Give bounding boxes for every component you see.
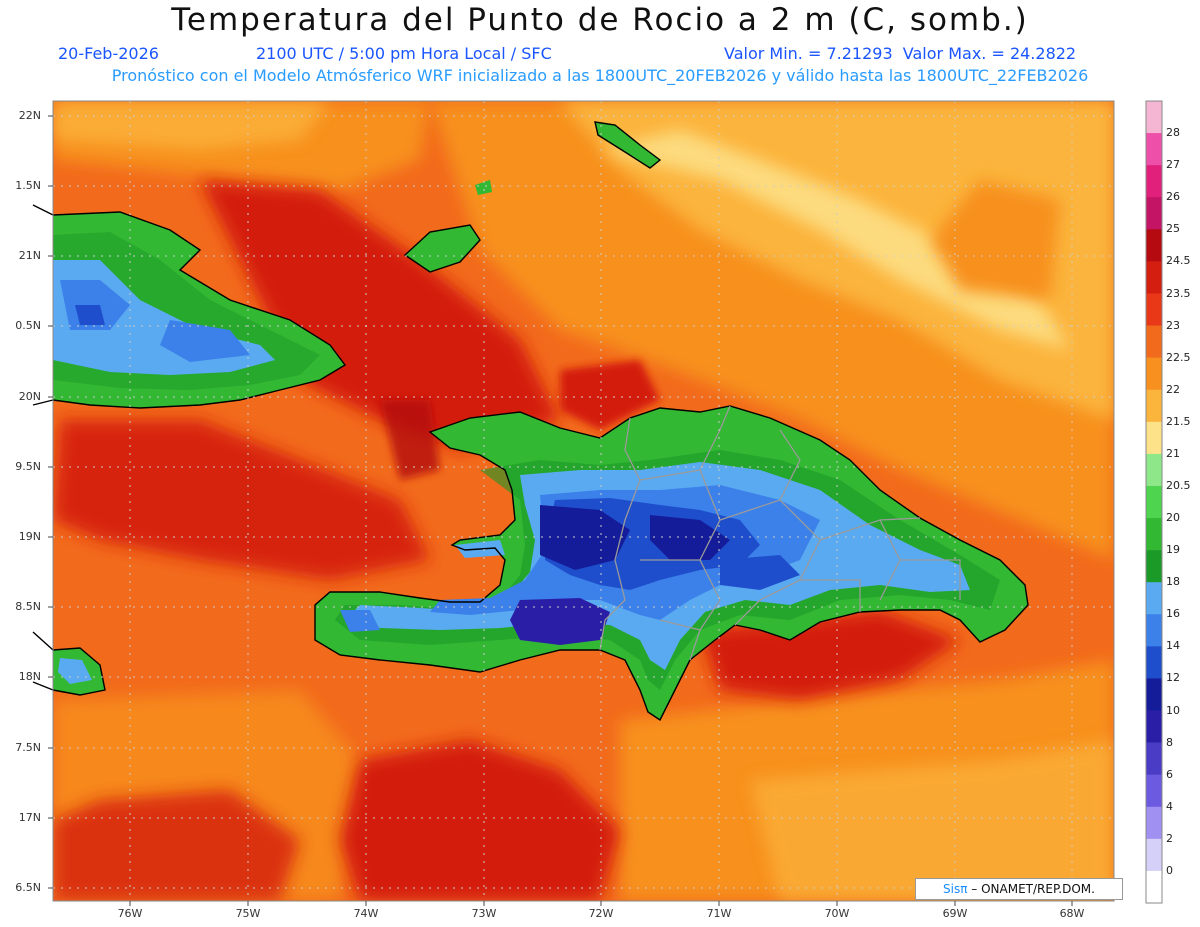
colorbar-swatch [1146,838,1162,872]
colorbar-swatch [1146,518,1162,551]
plot-frame [52,100,1115,902]
lat-label: 17N [18,811,41,824]
colorbar-swatch [1146,614,1162,647]
credit-text: – ONAMET/REP.DOM. [967,882,1095,896]
lat-label: 18N [18,670,41,683]
colorbar-swatch [1146,806,1162,840]
colorbar-label: 26 [1166,190,1180,204]
colorbar-swatch [1146,357,1162,391]
colorbar-label: 10 [1166,703,1180,717]
axis-ticks [48,115,1073,906]
lat-label: 19N [18,530,41,543]
colorbar-swatch [1146,421,1162,455]
colorbar-label: 12 [1166,671,1180,685]
lon-label: 73W [471,907,497,920]
colorbar-swatch [1146,197,1162,230]
colorbar-swatch [1146,133,1162,166]
colorbar-label: 18 [1166,575,1180,589]
lon-label: 70W [824,907,850,920]
minmax-label: Valor Min. = 7.21293 Valor Max. = 24.282… [724,44,1077,63]
province-borders [599,405,961,661]
colorbar-swatch [1146,646,1162,679]
lat-label: 6.5N [15,881,41,894]
lat-label: 20N [18,390,41,403]
colorbar-label: 16 [1166,607,1180,621]
colorbar-swatch [1146,453,1162,487]
colorbar-label: 23 [1166,318,1180,332]
colorbar-label: 20.5 [1166,479,1191,492]
map-title: Temperatura del Punto de Rocio a 2 m (C,… [171,2,1029,38]
colorbar-label: 8 [1166,735,1173,749]
lat-label: 0.5N [15,319,41,332]
colorbar-label: 24.5 [1166,254,1191,268]
colorbar-swatch [1146,710,1162,743]
colorbar-swatch [1146,582,1162,615]
colorbar-swatch [1146,325,1162,358]
colorbar-swatch [1146,870,1162,904]
colorbar-swatch [1146,293,1162,326]
colorbar-swatch [1146,261,1162,294]
lon-label: 68W [1059,907,1085,920]
graticule [53,101,1114,901]
sis-logo-text: Sisπ [943,882,968,896]
colorbar-label: 19 [1166,543,1180,557]
colorbar-label: 2 [1166,831,1173,845]
lat-label: 21N [18,249,41,262]
lon-label: 74W [353,907,379,920]
lat-label: 7.5N [15,741,41,754]
colorbar-swatch [1146,678,1162,711]
colorbar [1145,100,1163,904]
colorbar-swatch [1146,774,1162,808]
lon-label: 71W [706,907,732,920]
colorbar-frame [1145,100,1163,904]
colorbar-label: 6 [1166,767,1173,781]
credit-box: Sisπ – ONAMET/REP.DOM. [915,878,1123,900]
colorbar-label: 22.5 [1166,350,1191,364]
forecast-info: Pronóstico con el Modelo Atmósferico WRF… [111,66,1089,85]
colorbar-label: 22 [1166,382,1180,396]
colorbar-label: 14 [1166,639,1180,653]
colorbar-label: 25 [1166,222,1180,236]
colorbar-swatch [1146,101,1162,134]
colorbar-swatch [1146,389,1162,423]
time-label: 2100 UTC / 5:00 pm Hora Local / SFC [256,44,552,63]
colorbar-label: 27 [1166,158,1180,172]
date-label: 20-Feb-2026 [58,44,159,63]
colorbar-label: 0 [1166,863,1173,877]
colorbar-swatch [1146,742,1162,775]
lat-label: 1.5N [15,179,41,192]
lat-label: 22N [18,109,41,122]
colorbar-label: 21.5 [1166,414,1191,428]
lon-label: 72W [588,907,614,920]
lon-label: 76W [117,907,143,920]
lon-label: 69W [942,907,968,920]
colorbar-swatch [1146,485,1162,519]
colorbar-label: 21 [1166,446,1180,460]
colorbar-swatch [1146,229,1162,262]
colorbar-label: 28 [1166,126,1180,140]
lat-label: 9.5N [15,460,41,473]
lat-label: 8.5N [15,600,41,613]
colorbar-swatch [1146,165,1162,198]
colorbar-label: 23.5 [1166,286,1191,300]
colorbar-label: 20 [1166,511,1180,524]
colorbar-label: 4 [1166,799,1173,813]
colorbar-swatch [1146,550,1162,583]
lon-label: 75W [235,907,261,920]
